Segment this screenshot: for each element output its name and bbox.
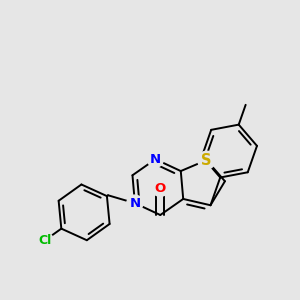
Text: O: O <box>155 182 166 195</box>
Text: N: N <box>129 197 140 210</box>
Circle shape <box>38 232 53 248</box>
Text: Cl: Cl <box>39 233 52 247</box>
Circle shape <box>147 151 164 167</box>
Circle shape <box>152 180 168 196</box>
Text: S: S <box>201 153 212 168</box>
Circle shape <box>127 195 143 211</box>
Circle shape <box>198 151 215 169</box>
Text: N: N <box>150 153 161 166</box>
